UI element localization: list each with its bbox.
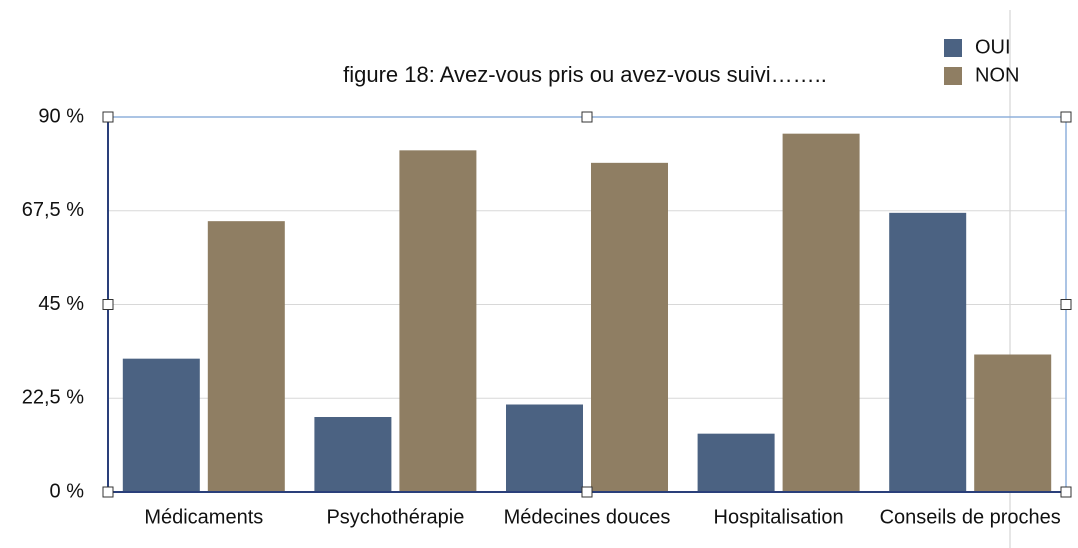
bar [122, 358, 200, 492]
legend-label: NON [975, 64, 1019, 86]
legend-label: OUI [975, 36, 1011, 58]
y-tick-label: 45 % [38, 293, 84, 315]
y-tick-label: 67,5 % [22, 199, 84, 221]
selection-handle [581, 486, 593, 498]
selection-handle [581, 111, 593, 123]
y-tick-label: 22,5 % [22, 387, 84, 409]
x-tick-label: Psychothérapie [326, 506, 464, 528]
selection-handle [1060, 299, 1072, 310]
bar [207, 221, 285, 492]
x-tick-label: Conseils de proches [880, 506, 1061, 528]
bar [314, 417, 392, 492]
bar [782, 133, 860, 492]
bar [889, 212, 967, 493]
y-tick-label: 90 % [38, 105, 84, 127]
chart-title: figure 18: Avez-vous pris ou avez-vous s… [343, 62, 827, 87]
bar [697, 433, 775, 492]
selection-handle [102, 111, 114, 123]
selection-handle [102, 299, 114, 310]
selection-handle [1060, 486, 1072, 498]
x-tick-label: Médecines douces [504, 506, 671, 528]
bar [399, 150, 477, 493]
bar [506, 404, 583, 492]
selection-handle [102, 486, 114, 498]
selection-handle [1060, 111, 1072, 123]
x-tick-label: Hospitalisation [714, 506, 844, 528]
bar [974, 354, 1052, 492]
legend-swatch [944, 39, 962, 57]
x-tick-label: Médicaments [144, 506, 263, 528]
y-tick-label: 0 % [50, 480, 85, 502]
legend-swatch [944, 67, 962, 85]
bar [591, 162, 668, 493]
